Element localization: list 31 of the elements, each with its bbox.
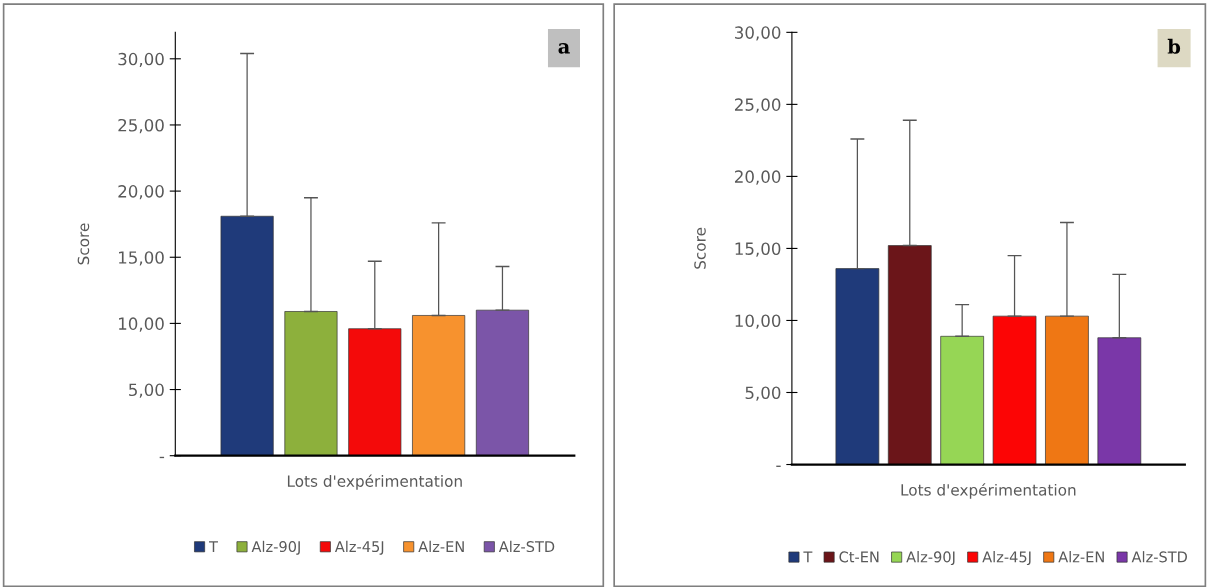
y-tick-label: 20,00 (118, 185, 164, 200)
y-tick-label: 10,00 (119, 317, 164, 332)
legend-label: T (803, 551, 813, 563)
legend-label: T (209, 541, 218, 552)
legend-label: Ct-EN (839, 551, 879, 563)
y-tick-label: 15,00 (119, 251, 164, 266)
legend-label: Alz-STD (1131, 551, 1188, 563)
annotation: a (558, 43, 570, 54)
y-tick-label: - (776, 465, 781, 467)
x-axis-title: Lots d'expérimentation (901, 483, 1076, 499)
legend-label: Alz-EN (1058, 551, 1104, 563)
legend-label: Alz-STD (498, 540, 555, 553)
y-tick-label: 20,00 (734, 170, 781, 185)
legend-label: Alz-EN (418, 540, 464, 552)
y-tick-label: 15,00 (735, 242, 781, 257)
x-axis-title: Lots d'expérimentation (287, 474, 462, 490)
y-tick-label: 30,00 (735, 26, 781, 41)
y-axis-title: Score (77, 223, 90, 265)
legend-label: Alz-45J (334, 540, 384, 555)
legend-label: Alz-90J (251, 540, 300, 555)
y-tick-label: 25,00 (118, 118, 164, 134)
y-tick-label: 5,00 (129, 383, 164, 398)
legend-label: Alz-90J (906, 551, 955, 566)
y-tick-label: - (159, 456, 165, 459)
y-tick-label: 30,00 (118, 52, 164, 68)
y-tick-label: 5,00 (745, 386, 781, 401)
legend-label: Alz-45J (982, 551, 1031, 566)
y-tick-label: 25,00 (734, 98, 781, 113)
annotation: b (1167, 38, 1181, 54)
y-tick-label: 10,00 (735, 314, 781, 329)
y-axis-title: Score (694, 227, 706, 269)
